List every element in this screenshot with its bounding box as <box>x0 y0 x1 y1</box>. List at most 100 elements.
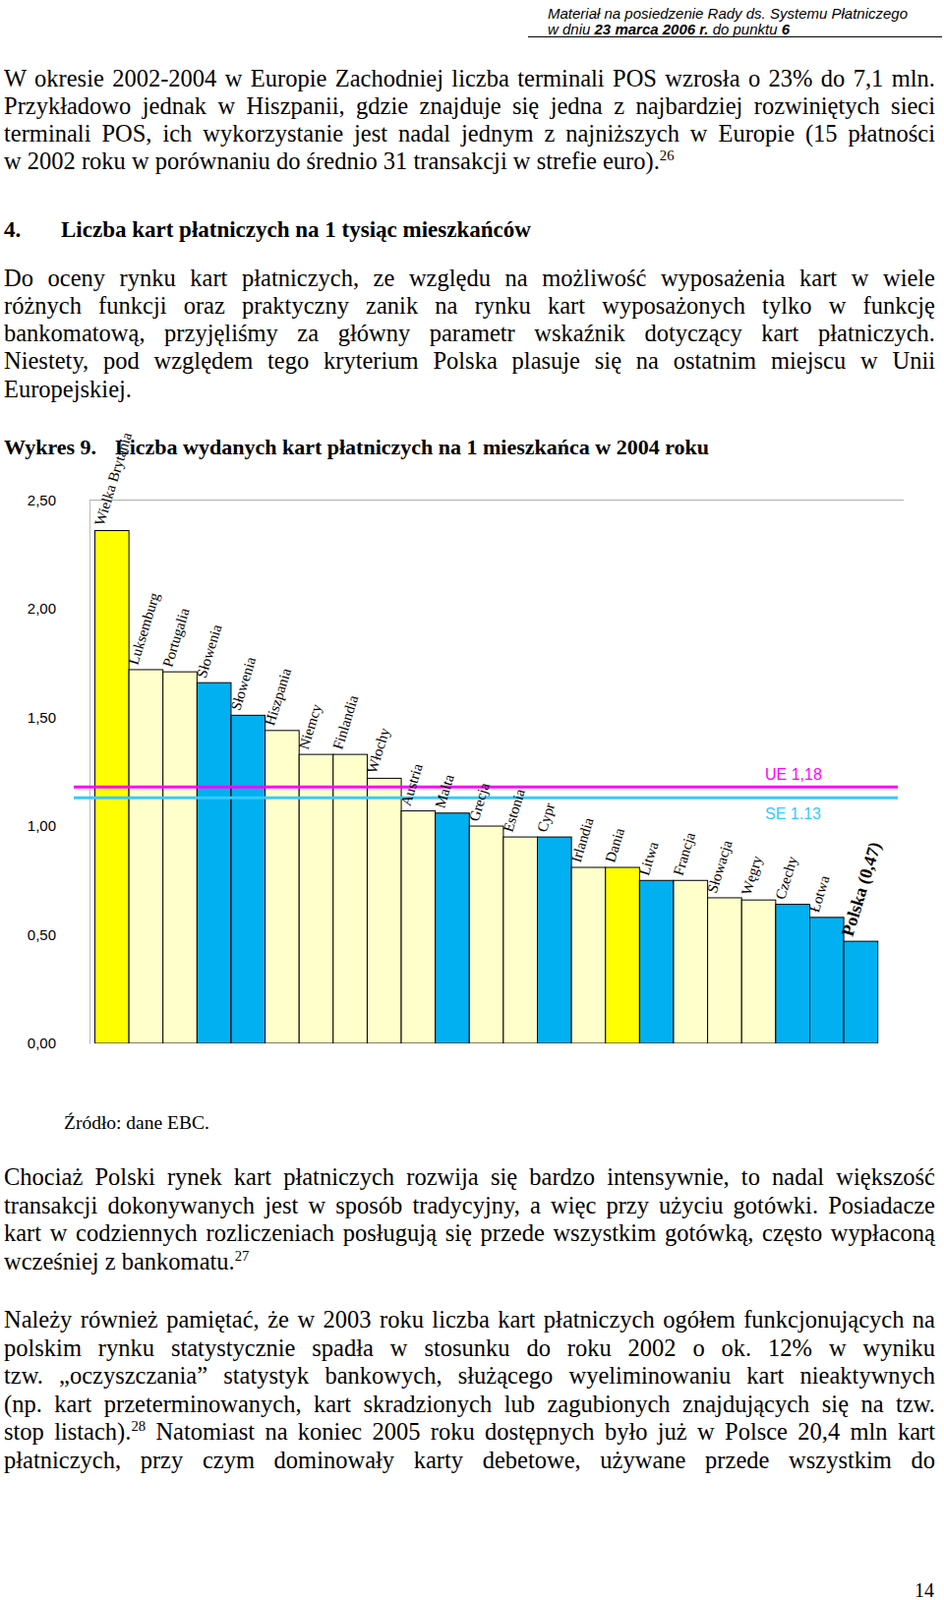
paragraph: Należy również pamiętać, że w 2003 roku … <box>3 1305 936 1475</box>
bar <box>401 811 436 1044</box>
category-label: Dania <box>601 826 628 865</box>
category-label: Słowenia <box>228 654 260 712</box>
y-tick: 1,50 <box>27 708 90 726</box>
line-content: transakcji dokonywanych jest w sposób tr… <box>3 1191 936 1219</box>
text-run: Europejskiej. <box>3 375 132 403</box>
bar <box>435 813 471 1044</box>
y-axis: 0,000,501,001,502,002,50 <box>27 491 91 1052</box>
text-line: tzw. „oczyszczania” statystyk bankowych,… <box>3 1361 936 1391</box>
category-label: Hiszpania <box>261 665 295 727</box>
y-tick: 0,50 <box>27 926 90 944</box>
figure-source: Źródło: dane EBC. <box>63 1109 210 1137</box>
text-run: do punktu <box>708 20 781 38</box>
category-label: Słowacja <box>704 837 735 895</box>
bar <box>265 730 300 1044</box>
text-line: Przykładowo jednak w Hiszpanii, gdzie zn… <box>3 92 936 120</box>
text-line: płatniczych, przy czym dominowały karty … <box>3 1446 936 1475</box>
category-label: Czechy <box>771 853 801 901</box>
bar <box>503 836 538 1044</box>
text-line: Europejskiej. <box>3 375 936 404</box>
category-label: Francja <box>670 829 700 878</box>
bar <box>333 754 368 1044</box>
bar <box>366 777 402 1044</box>
category-label: Portugalia <box>159 605 192 669</box>
y-tick: 2,00 <box>27 599 90 617</box>
line-content: stop listach).28 Natomiast na koniec 200… <box>3 1417 936 1445</box>
line-content: W okresie 2002-2004 w Europie Zachodniej… <box>3 64 936 92</box>
category-label: Litwa <box>636 839 662 878</box>
y-tick: 0,00 <box>27 1034 90 1052</box>
text-run: polskim rynku statystycznie spadła w sto… <box>3 1334 936 1361</box>
text-run: tzw. „oczyszczania” statystyk bankowych,… <box>3 1361 936 1389</box>
text-run: kart w codziennych rozliczeniach posługu… <box>3 1219 936 1246</box>
category-label: Niemcy <box>295 701 325 752</box>
text-run: terminali POS, ich wykorzystanie jest na… <box>3 119 936 147</box>
bar <box>298 754 334 1044</box>
text-line: Materiał na posiedzenie Rady ds. Systemu… <box>547 5 942 22</box>
bar <box>809 917 844 1044</box>
category-label: Luksemburg <box>125 590 164 666</box>
category-label: Słowenia <box>193 622 226 680</box>
y-tick-label: 2,00 <box>27 599 57 617</box>
y-axis-line <box>89 500 91 1044</box>
text-run: wcześniej z bankomatu. <box>3 1247 236 1275</box>
chart-labels: Wielka BrytaniaLuksemburgPortugaliaSłowe… <box>91 430 886 940</box>
bold-run: 23 marca 2006 r. <box>594 20 709 38</box>
text-run: W okresie 2002-2004 w Europie Zachodniej… <box>3 64 936 92</box>
footnote-ref: 26 <box>659 147 675 164</box>
line-content: w 2002 roku w porównaniu do średnio 31 t… <box>3 147 674 175</box>
text-run: Należy również pamiętać, że w 2003 roku … <box>3 1305 936 1333</box>
text-run: Materiał na posiedzenie Rady ds. Systemu… <box>547 4 908 22</box>
bar <box>163 671 198 1044</box>
bar <box>95 531 130 1044</box>
category-label: Cypr <box>533 801 558 834</box>
category-label: Malta <box>431 771 458 810</box>
bar <box>231 714 266 1044</box>
reference-line <box>73 796 898 800</box>
line-content: Chociaż Polski rynek kart płatniczych ro… <box>3 1163 936 1190</box>
bold-run: 6 <box>781 20 790 38</box>
text-run: Natomiast na koniec 2005 roku dostępnych… <box>145 1417 936 1445</box>
chart-title: Liczba wydanych kart płatniczych na 1 mi… <box>115 433 709 462</box>
chart: 0,000,501,001,502,002,50Wielka BrytaniaL… <box>0 0 944 1092</box>
category-label: Węgry <box>738 853 766 897</box>
line-content: w dniu 23 marca 2006 r. do punktu 6 <box>547 20 790 38</box>
text-line: transakcji dokonywanych jest w sposób tr… <box>3 1191 936 1221</box>
bar <box>571 867 606 1044</box>
y-tick-label: 2,50 <box>27 491 57 509</box>
text-line: stop listach).28 Natomiast na koniec 200… <box>3 1417 936 1447</box>
page-number: 14 <box>865 1577 935 1600</box>
line-content: Niestety, pod względem tego kryterium Po… <box>3 347 936 374</box>
bar <box>605 867 641 1044</box>
category-label: Włochy <box>363 725 393 776</box>
section-heading: 4.Liczba kart płatniczych na 1 tysiąc mi… <box>0 216 944 244</box>
text-run: (np. kart przeterminowanych, kart skradz… <box>3 1390 936 1417</box>
category-label: Finlandia <box>329 693 361 752</box>
bar <box>639 880 674 1044</box>
text-line: Niestety, pod względem tego kryterium Po… <box>3 347 936 375</box>
text-line: kart w codziennych rozliczeniach posługu… <box>3 1219 936 1248</box>
text-line: polskim rynku statystycznie spadła w sto… <box>3 1334 936 1363</box>
bar <box>673 880 708 1044</box>
category-label: Austria <box>398 761 426 808</box>
footnote-ref: 28 <box>130 1417 146 1434</box>
category-label: Wielka Brytania <box>91 430 135 529</box>
text-run: stop listach). <box>3 1417 131 1445</box>
line-content: terminali POS, ich wykorzystanie jest na… <box>3 119 936 147</box>
text-run: Chociaż Polski rynek kart płatniczych ro… <box>3 1163 936 1190</box>
text-line: terminali POS, ich wykorzystanie jest na… <box>3 119 936 148</box>
line-content: płatniczych, przy czym dominowały karty … <box>3 1446 936 1474</box>
y-tick-label: 0,00 <box>27 1034 57 1052</box>
text-line: Chociaż Polski rynek kart płatniczych ro… <box>3 1163 936 1192</box>
line-content: polskim rynku statystycznie spadła w sto… <box>3 1334 936 1361</box>
figure-label: Wykres 9. <box>3 433 97 462</box>
bar <box>708 897 743 1044</box>
text-line: bankomatową, przyjęliśmy za główny param… <box>3 319 936 348</box>
line-content: wcześniej z bankomatu.27 <box>3 1247 249 1275</box>
text-run: bankomatową, przyjęliśmy za główny param… <box>3 319 936 347</box>
bar <box>843 941 879 1044</box>
line-content: Przykładowo jednak w Hiszpanii, gdzie zn… <box>3 92 936 119</box>
bar <box>775 904 811 1044</box>
category-label: Irlandia <box>568 815 597 865</box>
line-content: różnych funkcji oraz praktyczny zanik na… <box>3 292 936 319</box>
